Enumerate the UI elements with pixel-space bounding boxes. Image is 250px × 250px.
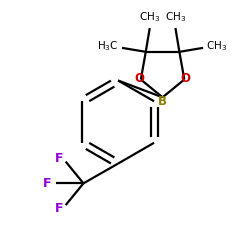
Text: CH$_3$: CH$_3$ — [165, 10, 186, 24]
Text: F: F — [43, 177, 51, 190]
Text: CH$_3$: CH$_3$ — [139, 10, 160, 24]
Text: F: F — [54, 152, 63, 165]
Text: O: O — [180, 72, 190, 85]
Text: B: B — [158, 95, 167, 108]
Text: O: O — [135, 72, 145, 85]
Text: F: F — [54, 202, 63, 214]
Text: H$_3$C: H$_3$C — [98, 39, 119, 53]
Text: CH$_3$: CH$_3$ — [206, 39, 228, 53]
